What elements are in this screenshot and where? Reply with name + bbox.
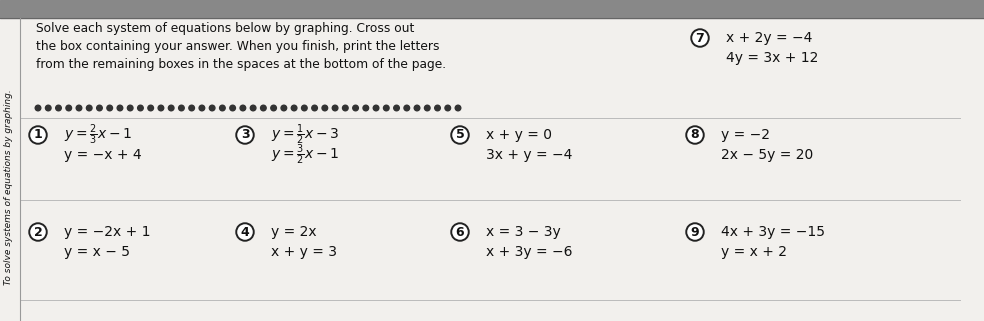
Circle shape bbox=[210, 105, 215, 111]
Text: 6: 6 bbox=[456, 225, 464, 239]
Circle shape bbox=[342, 105, 348, 111]
Text: 7: 7 bbox=[696, 31, 705, 45]
Text: 4x + 3y = −15: 4x + 3y = −15 bbox=[721, 225, 825, 239]
Text: 2: 2 bbox=[33, 225, 42, 239]
Text: $y = \frac{1}{2}x - 3$: $y = \frac{1}{2}x - 3$ bbox=[271, 123, 339, 147]
Text: Solve each system of equations below by graphing. Cross out
the box containing y: Solve each system of equations below by … bbox=[36, 22, 446, 71]
Circle shape bbox=[230, 105, 235, 111]
Text: y = 2x: y = 2x bbox=[271, 225, 317, 239]
Circle shape bbox=[117, 105, 123, 111]
Circle shape bbox=[66, 105, 72, 111]
Text: x + 2y = −4: x + 2y = −4 bbox=[726, 31, 813, 45]
Circle shape bbox=[199, 105, 205, 111]
Circle shape bbox=[45, 105, 51, 111]
Circle shape bbox=[87, 105, 92, 111]
Circle shape bbox=[76, 105, 82, 111]
Circle shape bbox=[281, 105, 286, 111]
Circle shape bbox=[261, 105, 266, 111]
Text: x + y = 0: x + y = 0 bbox=[486, 128, 552, 142]
Circle shape bbox=[168, 105, 174, 111]
Text: y = x + 2: y = x + 2 bbox=[721, 245, 787, 259]
Text: x + y = 3: x + y = 3 bbox=[271, 245, 337, 259]
Text: To solve systems of equations by graphing.: To solve systems of equations by graphin… bbox=[5, 89, 14, 285]
Circle shape bbox=[271, 105, 277, 111]
Circle shape bbox=[158, 105, 163, 111]
Circle shape bbox=[373, 105, 379, 111]
Circle shape bbox=[363, 105, 369, 111]
Circle shape bbox=[138, 105, 144, 111]
Circle shape bbox=[404, 105, 409, 111]
Circle shape bbox=[414, 105, 420, 111]
Text: 2x − 5y = 20: 2x − 5y = 20 bbox=[721, 148, 813, 162]
Circle shape bbox=[384, 105, 389, 111]
Circle shape bbox=[107, 105, 112, 111]
Text: $y = \frac{2}{3}x - 1$: $y = \frac{2}{3}x - 1$ bbox=[64, 123, 133, 147]
Circle shape bbox=[96, 105, 102, 111]
Text: y = −2: y = −2 bbox=[721, 128, 770, 142]
Circle shape bbox=[219, 105, 225, 111]
Circle shape bbox=[424, 105, 430, 111]
Text: 8: 8 bbox=[691, 128, 700, 142]
Circle shape bbox=[312, 105, 318, 111]
Text: y = x − 5: y = x − 5 bbox=[64, 245, 130, 259]
Circle shape bbox=[456, 105, 461, 111]
Text: 5: 5 bbox=[456, 128, 464, 142]
Bar bbox=[0, 0, 984, 18]
Circle shape bbox=[179, 105, 184, 111]
Circle shape bbox=[352, 105, 358, 111]
Text: 9: 9 bbox=[691, 225, 700, 239]
Text: $y = \frac{3}{2}x - 1$: $y = \frac{3}{2}x - 1$ bbox=[271, 143, 339, 167]
Text: x + 3y = −6: x + 3y = −6 bbox=[486, 245, 573, 259]
Circle shape bbox=[394, 105, 400, 111]
Text: 1: 1 bbox=[33, 128, 42, 142]
Circle shape bbox=[301, 105, 307, 111]
Circle shape bbox=[35, 105, 40, 111]
Text: 3x + y = −4: 3x + y = −4 bbox=[486, 148, 573, 162]
Text: 4y = 3x + 12: 4y = 3x + 12 bbox=[726, 51, 819, 65]
Text: 4: 4 bbox=[241, 225, 249, 239]
Circle shape bbox=[127, 105, 133, 111]
Text: y = −x + 4: y = −x + 4 bbox=[64, 148, 142, 162]
Text: x = 3 − 3y: x = 3 − 3y bbox=[486, 225, 561, 239]
Circle shape bbox=[322, 105, 328, 111]
Circle shape bbox=[435, 105, 440, 111]
Circle shape bbox=[333, 105, 338, 111]
Circle shape bbox=[291, 105, 297, 111]
Circle shape bbox=[250, 105, 256, 111]
Circle shape bbox=[240, 105, 246, 111]
Text: y = −2x + 1: y = −2x + 1 bbox=[64, 225, 151, 239]
Text: 3: 3 bbox=[241, 128, 249, 142]
Circle shape bbox=[148, 105, 154, 111]
Circle shape bbox=[189, 105, 195, 111]
Circle shape bbox=[445, 105, 451, 111]
Circle shape bbox=[56, 105, 61, 111]
